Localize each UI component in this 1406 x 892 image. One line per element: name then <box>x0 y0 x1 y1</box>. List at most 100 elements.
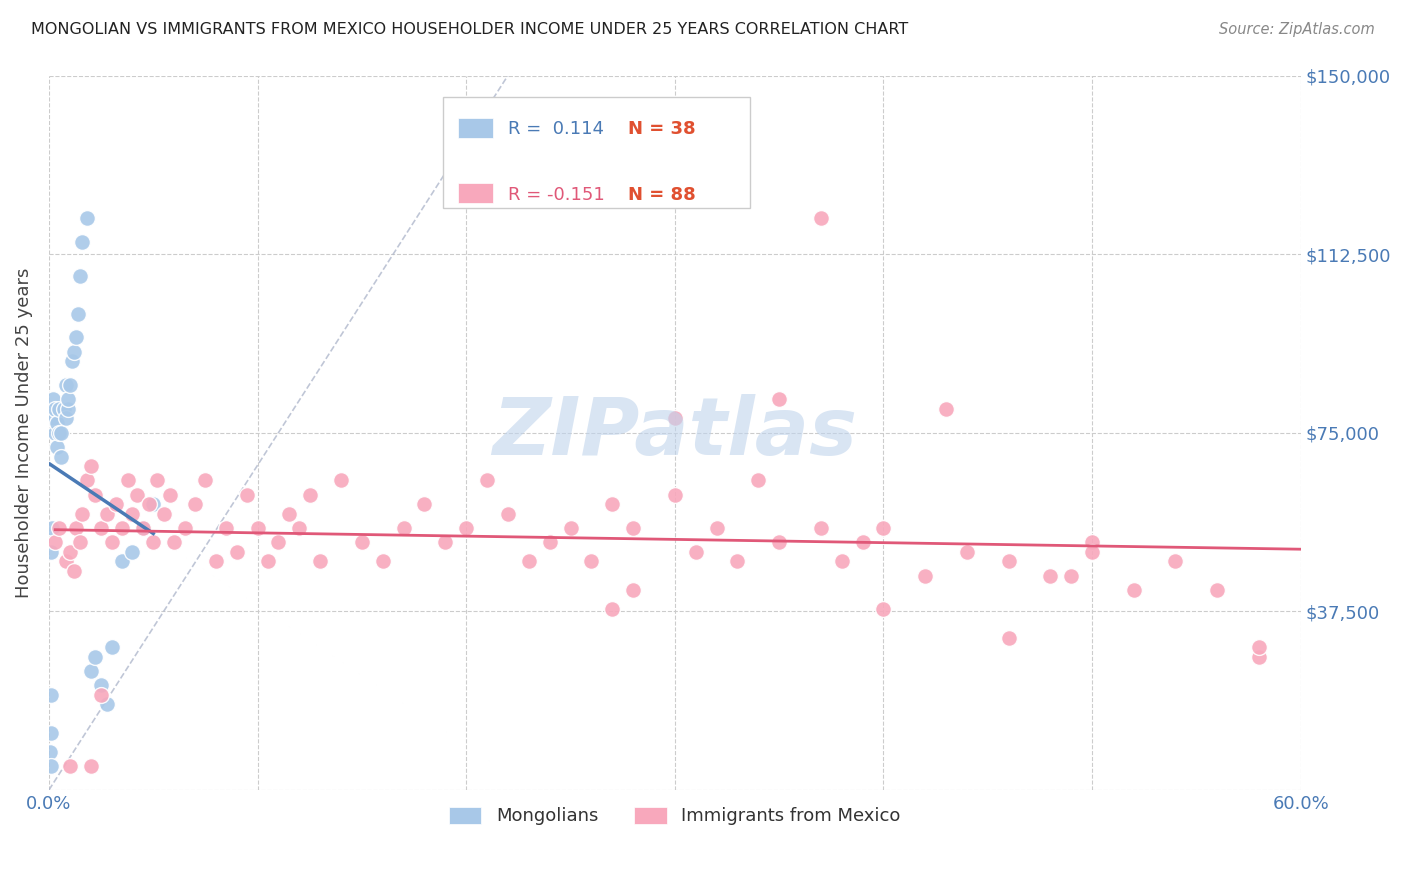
Point <box>142 497 165 511</box>
Point <box>517 554 540 568</box>
Point <box>55 411 77 425</box>
Point <box>872 602 894 616</box>
Point <box>96 507 118 521</box>
Point <box>664 488 686 502</box>
Point <box>851 535 873 549</box>
Point <box>44 535 66 549</box>
Point <box>997 631 1019 645</box>
Point <box>44 425 66 440</box>
Point <box>1039 568 1062 582</box>
Point <box>69 535 91 549</box>
Point <box>267 535 290 549</box>
Point <box>48 425 70 440</box>
Point <box>1247 640 1270 654</box>
Point <box>768 535 790 549</box>
Point <box>80 458 103 473</box>
Point <box>121 545 143 559</box>
Point <box>146 474 169 488</box>
Point <box>63 564 86 578</box>
Legend: Mongolians, Immigrants from Mexico: Mongolians, Immigrants from Mexico <box>440 797 910 835</box>
Point <box>55 554 77 568</box>
Point <box>600 602 623 616</box>
Point <box>768 392 790 407</box>
Point <box>41 521 63 535</box>
Point <box>581 554 603 568</box>
Point <box>173 521 195 535</box>
Point <box>288 521 311 535</box>
Point <box>872 521 894 535</box>
Point <box>685 545 707 559</box>
Point <box>51 450 73 464</box>
Point <box>48 401 70 416</box>
Point <box>664 411 686 425</box>
Point <box>39 745 62 759</box>
Point <box>56 392 79 407</box>
Point <box>63 344 86 359</box>
Point <box>1060 568 1083 582</box>
Point <box>42 392 65 407</box>
Point <box>111 554 134 568</box>
Point <box>184 497 207 511</box>
Point <box>83 488 105 502</box>
Point <box>371 554 394 568</box>
Point <box>76 474 98 488</box>
Y-axis label: Householder Income Under 25 years: Householder Income Under 25 years <box>15 268 32 598</box>
Point <box>76 211 98 226</box>
Point <box>152 507 174 521</box>
Point <box>52 401 75 416</box>
Point <box>496 507 519 521</box>
Point <box>747 474 769 488</box>
Point <box>392 521 415 535</box>
Point <box>44 401 66 416</box>
Point <box>90 521 112 535</box>
Point <box>413 497 436 511</box>
Point <box>914 568 936 582</box>
FancyBboxPatch shape <box>443 97 749 208</box>
Point <box>621 582 644 597</box>
Point <box>1206 582 1229 597</box>
Point <box>163 535 186 549</box>
Text: R =  0.114: R = 0.114 <box>509 120 605 138</box>
Point <box>810 211 832 226</box>
Point <box>246 521 269 535</box>
Point <box>706 521 728 535</box>
Point <box>90 688 112 702</box>
Point <box>350 535 373 549</box>
Point <box>60 354 83 368</box>
Point <box>277 507 299 521</box>
Text: R = -0.151: R = -0.151 <box>509 186 605 204</box>
Point <box>65 330 87 344</box>
Point <box>600 497 623 511</box>
Point <box>39 545 62 559</box>
Point <box>236 488 259 502</box>
Point <box>1081 545 1104 559</box>
Text: MONGOLIAN VS IMMIGRANTS FROM MEXICO HOUSEHOLDER INCOME UNDER 25 YEARS CORRELATIO: MONGOLIAN VS IMMIGRANTS FROM MEXICO HOUS… <box>31 22 908 37</box>
Point <box>125 488 148 502</box>
Point <box>132 521 155 535</box>
Point <box>121 507 143 521</box>
Point <box>46 440 69 454</box>
Point <box>59 545 82 559</box>
Point <box>560 521 582 535</box>
Point <box>83 649 105 664</box>
Point <box>1081 535 1104 549</box>
Text: N = 88: N = 88 <box>628 186 696 204</box>
Point <box>55 378 77 392</box>
Point <box>475 474 498 488</box>
Point <box>56 401 79 416</box>
Point <box>111 521 134 535</box>
Point <box>956 545 979 559</box>
Point <box>1164 554 1187 568</box>
Point <box>159 488 181 502</box>
Point <box>225 545 247 559</box>
Point <box>621 521 644 535</box>
Point <box>42 411 65 425</box>
Point <box>90 678 112 692</box>
Point <box>132 521 155 535</box>
Point <box>215 521 238 535</box>
Point <box>935 401 957 416</box>
Point <box>117 474 139 488</box>
FancyBboxPatch shape <box>458 184 494 203</box>
Point <box>330 474 353 488</box>
Point <box>205 554 228 568</box>
